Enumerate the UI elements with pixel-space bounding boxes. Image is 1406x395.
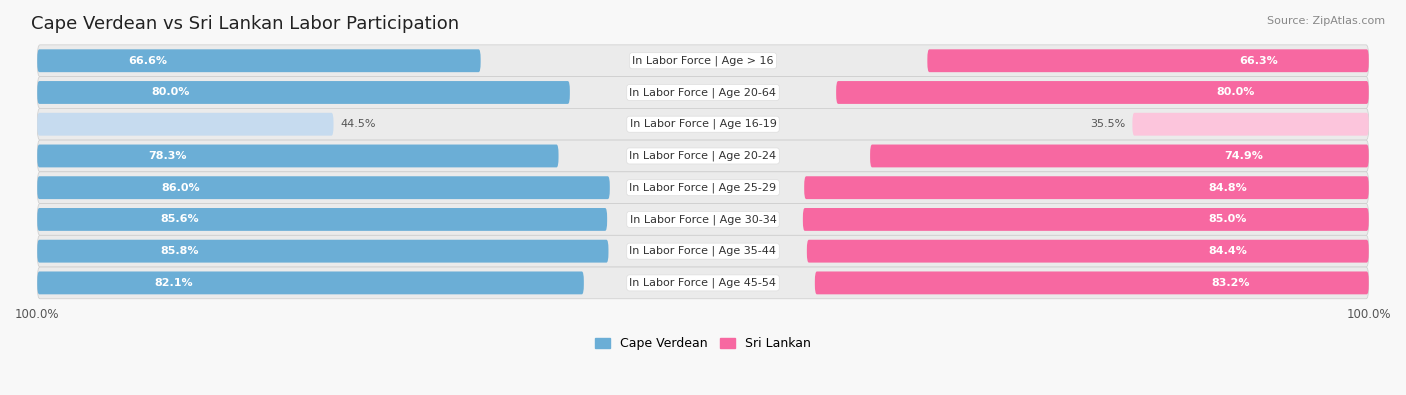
- FancyBboxPatch shape: [37, 240, 609, 263]
- Text: 74.9%: 74.9%: [1225, 151, 1264, 161]
- FancyBboxPatch shape: [37, 271, 583, 294]
- FancyBboxPatch shape: [804, 176, 1369, 199]
- FancyBboxPatch shape: [37, 81, 569, 104]
- FancyBboxPatch shape: [807, 240, 1369, 263]
- FancyBboxPatch shape: [37, 140, 1369, 172]
- FancyBboxPatch shape: [37, 203, 1369, 235]
- Text: In Labor Force | Age 25-29: In Labor Force | Age 25-29: [630, 182, 776, 193]
- FancyBboxPatch shape: [37, 208, 607, 231]
- Text: 35.5%: 35.5%: [1091, 119, 1126, 129]
- FancyBboxPatch shape: [37, 172, 1369, 203]
- Text: In Labor Force | Age 30-34: In Labor Force | Age 30-34: [630, 214, 776, 225]
- Text: 66.6%: 66.6%: [128, 56, 167, 66]
- Text: 82.1%: 82.1%: [155, 278, 193, 288]
- Text: In Labor Force | Age 20-64: In Labor Force | Age 20-64: [630, 87, 776, 98]
- FancyBboxPatch shape: [37, 45, 1369, 77]
- Text: 80.0%: 80.0%: [152, 87, 190, 98]
- FancyBboxPatch shape: [37, 235, 1369, 267]
- Text: 85.6%: 85.6%: [160, 214, 200, 224]
- Text: In Labor Force | Age 20-24: In Labor Force | Age 20-24: [630, 151, 776, 161]
- Text: Cape Verdean vs Sri Lankan Labor Participation: Cape Verdean vs Sri Lankan Labor Partici…: [31, 15, 458, 33]
- FancyBboxPatch shape: [37, 108, 1369, 140]
- FancyBboxPatch shape: [928, 49, 1369, 72]
- FancyBboxPatch shape: [37, 113, 333, 135]
- FancyBboxPatch shape: [837, 81, 1369, 104]
- FancyBboxPatch shape: [37, 176, 610, 199]
- Text: 83.2%: 83.2%: [1211, 278, 1250, 288]
- FancyBboxPatch shape: [815, 271, 1369, 294]
- Text: In Labor Force | Age 35-44: In Labor Force | Age 35-44: [630, 246, 776, 256]
- FancyBboxPatch shape: [37, 49, 481, 72]
- FancyBboxPatch shape: [803, 208, 1369, 231]
- Text: Source: ZipAtlas.com: Source: ZipAtlas.com: [1267, 16, 1385, 26]
- FancyBboxPatch shape: [870, 145, 1369, 167]
- FancyBboxPatch shape: [1132, 113, 1369, 135]
- Text: 84.8%: 84.8%: [1208, 183, 1247, 193]
- Legend: Cape Verdean, Sri Lankan: Cape Verdean, Sri Lankan: [591, 332, 815, 355]
- Text: In Labor Force | Age > 16: In Labor Force | Age > 16: [633, 55, 773, 66]
- FancyBboxPatch shape: [37, 77, 1369, 108]
- Text: 86.0%: 86.0%: [162, 183, 200, 193]
- Text: 85.0%: 85.0%: [1208, 214, 1247, 224]
- Text: 80.0%: 80.0%: [1216, 87, 1254, 98]
- FancyBboxPatch shape: [37, 145, 558, 167]
- FancyBboxPatch shape: [37, 267, 1369, 299]
- Text: 84.4%: 84.4%: [1209, 246, 1247, 256]
- Text: In Labor Force | Age 45-54: In Labor Force | Age 45-54: [630, 278, 776, 288]
- Text: 78.3%: 78.3%: [148, 151, 187, 161]
- Text: 85.8%: 85.8%: [160, 246, 200, 256]
- Text: 66.3%: 66.3%: [1239, 56, 1278, 66]
- Text: In Labor Force | Age 16-19: In Labor Force | Age 16-19: [630, 119, 776, 130]
- Text: 44.5%: 44.5%: [340, 119, 375, 129]
